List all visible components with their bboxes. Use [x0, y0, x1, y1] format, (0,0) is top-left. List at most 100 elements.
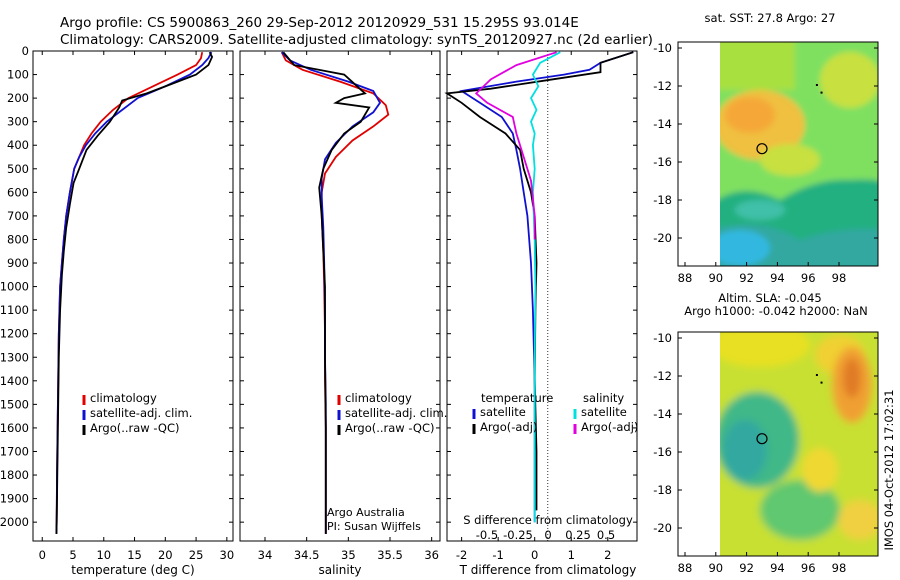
lon-tick-label: 92	[739, 561, 754, 575]
depth-tick-label: 1100	[0, 303, 29, 317]
x-tick-label: 0	[39, 548, 46, 562]
depth-tick-label: 300	[7, 115, 29, 129]
pi-label: PI: Susan Wijffels	[327, 520, 421, 533]
profile-line	[281, 51, 382, 534]
sst-map-title: sat. SST: 27.8 Argo: 27	[705, 11, 836, 25]
lat-tick-label: -18	[653, 483, 672, 497]
small-marker	[815, 84, 818, 86]
x-tick-label: 20	[158, 548, 173, 562]
salinity-diff-tick-label: 0.25	[565, 528, 591, 542]
x-tick-label: -1	[492, 548, 503, 562]
salinity-diff-tick-label: -0.25	[503, 528, 533, 542]
lon-tick-label: 92	[739, 271, 754, 285]
sla-map-panel: Altim. SLA: -0.045 Argo h1000: -0.042 h2…	[653, 291, 879, 575]
depth-tick-label: 1800	[0, 468, 29, 482]
small-marker	[815, 374, 818, 376]
depth-tick-label: 1600	[0, 421, 29, 435]
x-tick-label: 35	[341, 548, 356, 562]
argo-australia-label: Argo Australia	[327, 506, 405, 519]
x-tick-label: 36	[424, 548, 439, 562]
small-marker	[820, 381, 823, 384]
legend-label: Argo(..raw -QC)	[345, 421, 435, 435]
legend-label: climatology	[345, 391, 412, 405]
x-tick-label: -2	[456, 548, 467, 562]
salinity-diff-tick-label: 0.5	[597, 528, 615, 542]
x-tick-label: 10	[96, 548, 111, 562]
lon-tick-label: 94	[770, 561, 785, 575]
sst-map-panel: sat. SST: 27.8 Argo: 27 88 90 92 94 96 98 -10 -…	[653, 11, 879, 285]
profile-line	[55, 51, 213, 534]
lon-tick-label: 96	[801, 271, 816, 285]
difference-axes-frame	[446, 50, 638, 542]
lon-tick-label: 88	[678, 271, 693, 285]
sla-field	[720, 332, 878, 556]
depth-tick-label: 500	[7, 162, 29, 176]
salinity-ticks: 34 34.5 35 35.5 36	[258, 51, 439, 562]
profile-line	[280, 51, 390, 534]
depth-tick-label: 1300	[0, 350, 29, 364]
lat-tick-label: -14	[653, 117, 672, 131]
difference-panel: -2 -1 0 1 2 temperature salinitysatelliteArgo…	[444, 50, 638, 577]
temperature-ticks: 0 5 10 15 20 25 30	[39, 51, 235, 562]
depth-tick-label: 400	[7, 138, 29, 152]
temperature-axes-frame	[32, 50, 234, 542]
s-difference-label: S difference from climatology	[463, 513, 633, 527]
salinity-difference-ticks: -0.5 -0.25 0 0.25 0.5	[476, 528, 615, 542]
legend-label: satellite	[581, 405, 627, 419]
legend-label: satellite-adj. clim.	[90, 406, 192, 420]
salinity-depth-ticks	[240, 50, 440, 523]
x-tick-label: 5	[69, 548, 76, 562]
imos-timestamp: IMOS 04-Oct-2012 17:02:31	[882, 389, 896, 550]
lon-tick-label: 90	[708, 271, 723, 285]
x-tick-label: 2	[604, 548, 611, 562]
header-line2: Climatology: CARS2009. Satellite-adjuste…	[60, 32, 653, 48]
lon-tick-label: 88	[678, 561, 693, 575]
lat-tick-label: -16	[653, 155, 672, 169]
depth-tick-label: 200	[7, 91, 29, 105]
depth-tick-label: 1700	[0, 444, 29, 458]
x-tick-label: 0	[531, 548, 538, 562]
header-line1: Argo profile: CS 5900863_260 29-Sep-2012…	[60, 15, 579, 31]
x-tick-label: 25	[189, 548, 204, 562]
profile-line	[444, 51, 634, 511]
depth-tick-label: 1200	[0, 327, 29, 341]
sst-argo-marker	[756, 143, 768, 155]
sst-map-frame	[677, 41, 879, 267]
sla-map-ticks: 88 90 92 94 96 98 -10 -12 -14 -16 -18 -20	[653, 331, 878, 575]
x-tick-label: 35.5	[377, 548, 403, 562]
lon-tick-label: 96	[801, 561, 816, 575]
salinity-profiles	[280, 51, 390, 534]
temperature-panel: 0100200300400500600700800900100011001200…	[0, 44, 234, 577]
salinity-diff-tick-label: 0	[544, 528, 551, 542]
lat-tick-label: -16	[653, 445, 672, 459]
profile-line	[459, 51, 634, 523]
depth-tick-label: 1400	[0, 374, 29, 388]
x-tick-label: 30	[220, 548, 235, 562]
difference-profiles	[444, 51, 634, 523]
t-difference-label: T difference from climatology	[459, 563, 637, 577]
legend-title: salinity	[583, 391, 624, 405]
sst-map-blank	[678, 42, 720, 266]
depth-tick-label: 800	[7, 232, 29, 246]
profile-line	[474, 51, 557, 240]
legend-label: satellite-adj. clim.	[345, 406, 447, 420]
x-tick-label: 1	[568, 548, 575, 562]
lat-tick-label: -12	[653, 369, 672, 383]
difference-depth-ticks	[447, 50, 637, 523]
difference-ticks: -2 -1 0 1 2	[456, 51, 611, 562]
depth-tick-label: 100	[7, 68, 29, 82]
lat-tick-label: -10	[653, 331, 672, 345]
legend-label: climatology	[90, 391, 157, 405]
profile-line	[55, 51, 214, 534]
salinity-xlabel: salinity	[318, 563, 361, 577]
temperature-xlabel: temperature (deg C)	[71, 563, 194, 577]
sst-map-ticks: 88 90 92 94 96 98 -10 -12 -14 -16 -18 -20	[653, 41, 878, 285]
sst-field	[720, 42, 878, 266]
salinity-panel: 34 34.5 35 35.5 36 climatologysatellite-adj.…	[239, 50, 447, 577]
lon-tick-label: 94	[770, 271, 785, 285]
lat-tick-label: -20	[653, 231, 672, 245]
depth-tick-label: 0	[22, 44, 29, 58]
x-tick-label: 15	[127, 548, 142, 562]
